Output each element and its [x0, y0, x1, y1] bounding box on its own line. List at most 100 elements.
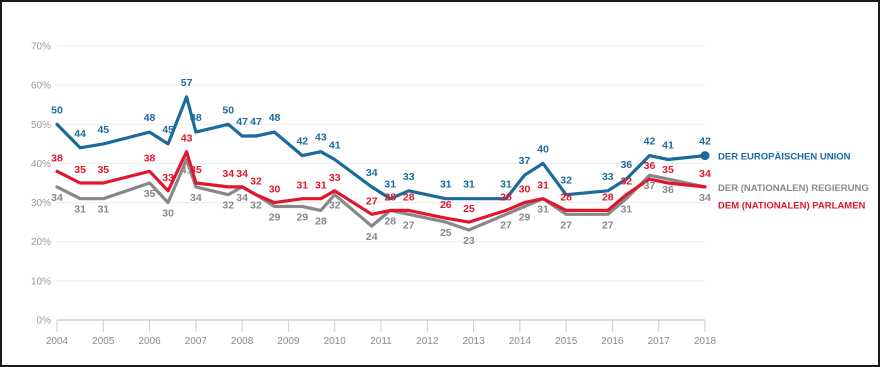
data-label: 50	[222, 104, 234, 116]
data-label: 40	[537, 143, 549, 155]
data-label: 42	[296, 136, 308, 148]
data-label: 28	[500, 191, 512, 203]
x-tick-label: 2007	[185, 336, 208, 347]
y-tick-label: 10%	[31, 276, 51, 287]
data-label: 32	[222, 200, 234, 212]
series-line	[55, 157, 707, 232]
data-label: 45	[97, 124, 109, 136]
data-label: 35	[662, 164, 674, 176]
data-label: 47	[250, 116, 262, 128]
data-label: 34	[51, 192, 63, 204]
x-tick-label: 2005	[92, 336, 115, 347]
series-line	[55, 95, 707, 201]
data-label: 31	[440, 179, 452, 191]
y-tick-label: 40%	[31, 159, 51, 170]
data-label: 38	[51, 152, 63, 164]
data-label: 28	[315, 215, 327, 227]
data-label: 34	[236, 192, 248, 204]
data-label: 33	[403, 171, 415, 183]
data-label: 28	[602, 191, 614, 203]
data-label: 43	[181, 133, 193, 145]
data-label: 41	[662, 140, 674, 152]
data-label: 37	[519, 155, 531, 167]
data-label: 31	[97, 204, 109, 216]
data-label: 36	[620, 159, 632, 171]
data-label: 38	[144, 152, 156, 164]
data-label: 31	[384, 179, 396, 191]
data-label: 34	[699, 192, 711, 204]
x-tick-label: 2014	[509, 336, 532, 347]
data-label: 33	[329, 172, 341, 184]
data-label: 45	[162, 124, 174, 136]
data-label: 25	[440, 227, 452, 239]
data-label: 33	[162, 172, 174, 184]
data-label: 27	[602, 219, 614, 231]
data-label: 32	[250, 200, 262, 212]
data-label: 29	[296, 211, 308, 223]
data-label: 34	[366, 167, 378, 179]
data-label: 30	[519, 184, 531, 196]
x-tick-label: 2010	[324, 336, 347, 347]
data-label: 50	[51, 104, 63, 116]
x-tick-label: 2008	[231, 336, 254, 347]
data-label: 28	[384, 191, 396, 203]
data-label: 32	[250, 176, 262, 188]
y-tick-label: 30%	[31, 198, 51, 209]
y-tick-label: 70%	[31, 42, 51, 53]
series-end-dot	[700, 151, 710, 161]
data-label: 31	[500, 179, 512, 191]
data-label: 32	[560, 175, 572, 187]
data-label: 31	[537, 204, 549, 216]
data-label: 27	[403, 219, 415, 231]
data-label: 34	[190, 192, 202, 204]
x-tick-label: 2006	[138, 336, 161, 347]
data-label: 27	[500, 219, 512, 231]
data-label: 23	[463, 235, 475, 247]
x-tick-label: 2016	[601, 336, 624, 347]
data-label: 26	[440, 199, 452, 211]
data-label: 41	[329, 140, 341, 152]
data-label: 36	[644, 160, 656, 172]
data-label: 44	[74, 128, 86, 140]
y-tick-label: 20%	[31, 237, 51, 248]
legend-label: DER (NATIONALEN) REGIERUNG	[718, 183, 869, 194]
data-label: 31	[315, 180, 327, 192]
legend: DER EUROPÄISCHEN UNION DER (NATIONALEN) R…	[718, 152, 869, 212]
data-label: 32	[620, 176, 632, 188]
grid	[57, 45, 705, 321]
x-tick-label: 2018	[694, 336, 717, 347]
data-label: 34	[236, 168, 248, 180]
data-label: 25	[463, 203, 475, 215]
data-label: 31	[463, 179, 475, 191]
y-tick-label: 50%	[31, 120, 51, 131]
data-label: 35	[97, 164, 109, 176]
data-label: 35	[190, 164, 202, 176]
legend-label: DEM (NATIONALEN) PARLAMEN	[718, 201, 866, 212]
data-label: 57	[181, 77, 193, 89]
data-label: 30	[162, 208, 174, 220]
x-tick-label: 2011	[370, 336, 392, 347]
data-label: 31	[296, 180, 308, 192]
series-lines	[55, 95, 710, 232]
data-label: 31	[74, 204, 86, 216]
x-tick-label: 2017	[648, 336, 671, 347]
data-label: 31	[537, 180, 549, 192]
data-label: 29	[519, 211, 531, 223]
data-label: 48	[190, 112, 202, 124]
data-label: 29	[269, 211, 281, 223]
x-tick-label: 2004	[46, 336, 69, 347]
data-label: 48	[144, 112, 156, 124]
legend-label: DER EUROPÄISCHEN UNION	[718, 152, 851, 163]
data-label: 27	[560, 219, 572, 231]
x-tick-label: 2012	[416, 336, 439, 347]
data-label: 34	[699, 168, 711, 180]
x-tick-label: 2009	[277, 336, 300, 347]
data-label: 28	[384, 215, 396, 227]
x-axis: 2004 2005 2006 2007 2008 2009 2010 2011 2012 2013…	[46, 320, 717, 347]
data-label: 34	[222, 168, 234, 180]
data-label: 28	[403, 191, 415, 203]
data-label: 48	[269, 112, 281, 124]
data-label: 28	[560, 191, 572, 203]
